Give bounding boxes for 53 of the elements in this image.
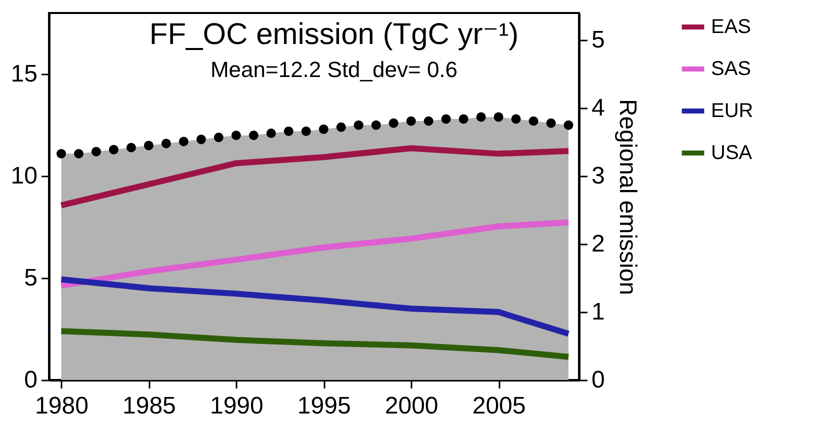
point [354, 120, 364, 130]
point [56, 148, 66, 158]
y2-tick-label: 0 [592, 366, 605, 394]
point [161, 138, 171, 148]
legend-label: SAS [711, 58, 752, 80]
point [108, 144, 118, 154]
point [91, 146, 101, 156]
x-tick-label: 2005 [472, 392, 526, 420]
point [231, 130, 241, 140]
y2-axis-title: Regional emission [614, 98, 641, 296]
y2-tick-label: 5 [592, 26, 605, 54]
x-tick-label: 1985 [122, 392, 176, 420]
legend-label: EUR [711, 100, 754, 122]
y-tick-label: 15 [10, 60, 38, 88]
y-tick-label: 0 [24, 366, 38, 394]
text: Mean=12.2 Std_dev= 0.6 [210, 57, 458, 82]
point [126, 142, 136, 152]
point [476, 112, 486, 122]
point [336, 122, 346, 132]
legend-label: USA [711, 142, 753, 164]
point [318, 124, 328, 134]
y2-tick-label: 3 [592, 162, 605, 190]
y2-tick-label: 1 [592, 298, 605, 326]
point [266, 128, 276, 138]
point [371, 120, 381, 130]
point [441, 114, 451, 124]
point [301, 126, 311, 136]
point [196, 134, 206, 144]
y2-tick-label: 2 [592, 230, 605, 258]
y-tick-label: 10 [10, 162, 38, 190]
chart-title: FF_OC emission (TgC yr⁻¹) [149, 18, 519, 51]
point [546, 118, 556, 128]
point [214, 132, 224, 142]
y2-tick-label: 4 [592, 94, 605, 122]
x-tick-label: 2000 [384, 392, 438, 420]
point [494, 112, 504, 122]
point [528, 116, 538, 126]
point [424, 116, 434, 126]
point [248, 130, 258, 140]
point [178, 136, 188, 146]
x-tick-label: 1980 [35, 392, 88, 420]
legend-label: EAS [711, 16, 752, 38]
point [74, 148, 84, 158]
point [284, 126, 294, 136]
point [458, 114, 468, 124]
point [511, 114, 521, 124]
point [406, 116, 416, 126]
point [144, 140, 154, 150]
y-tick-label: 5 [24, 264, 38, 292]
point [388, 118, 398, 128]
point [564, 120, 574, 130]
x-tick-label: 1995 [297, 392, 351, 420]
x-tick-label: 1990 [210, 392, 264, 420]
